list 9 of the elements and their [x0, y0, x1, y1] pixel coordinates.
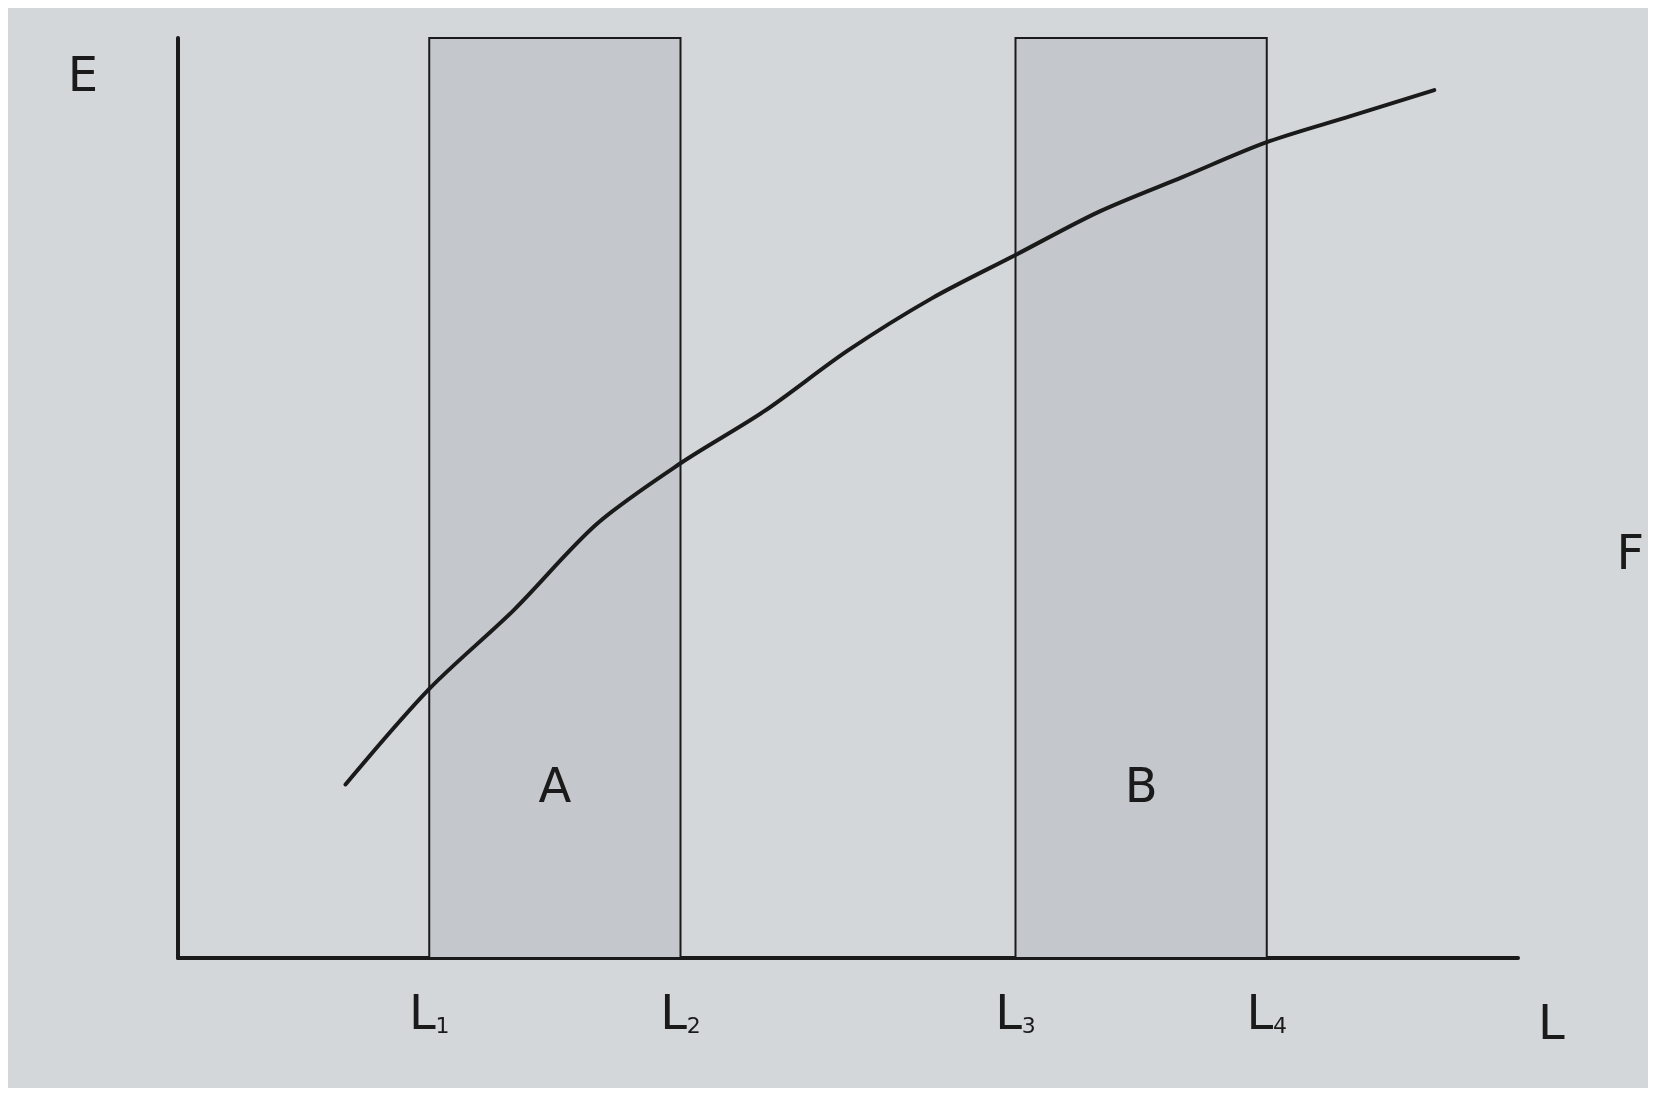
x-tick-label: L1	[408, 984, 450, 1040]
x-tick-label: L4	[1246, 984, 1288, 1040]
text: F	[1616, 524, 1644, 580]
band-label: A	[538, 757, 572, 813]
x-tick-label: L2	[660, 984, 701, 1040]
x-axis-title: L	[1538, 994, 1565, 1050]
y-axis-title: E	[67, 46, 98, 102]
x-tick-label: L3	[995, 984, 1036, 1040]
band-label: B	[1124, 757, 1158, 813]
